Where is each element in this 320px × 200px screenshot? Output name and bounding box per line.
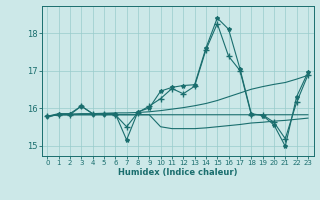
X-axis label: Humidex (Indice chaleur): Humidex (Indice chaleur) xyxy=(118,168,237,177)
